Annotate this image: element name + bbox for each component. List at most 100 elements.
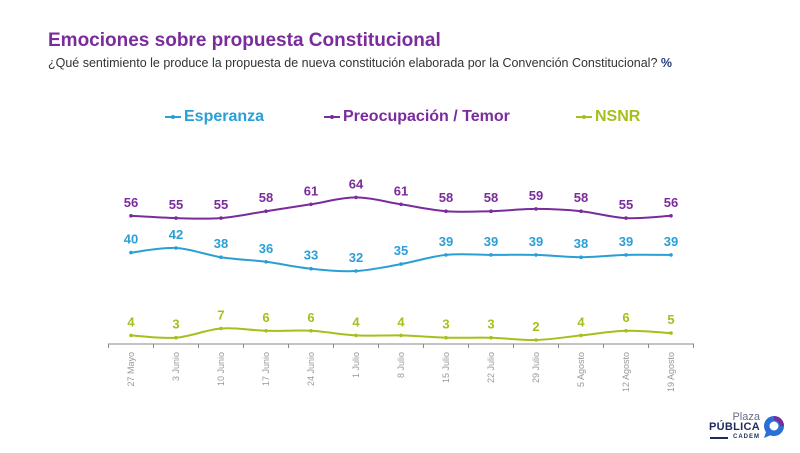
- data-label: 56: [664, 195, 678, 210]
- legend-label: Preocupación / Temor: [343, 108, 510, 125]
- data-point: [399, 202, 403, 207]
- data-label: 56: [124, 195, 138, 210]
- data-label: 5: [667, 312, 674, 327]
- data-point: [264, 209, 268, 213]
- data-point: [399, 333, 403, 338]
- data-label: 3: [442, 317, 449, 332]
- data-point: [444, 253, 448, 257]
- logo-text-plaza: Plaza: [732, 411, 760, 423]
- data-label: 58: [574, 190, 588, 205]
- legend-item-preocupacion[interactable]: Preocupación / Temor: [324, 108, 510, 126]
- x-tick-label: 12 Agosto: [621, 352, 631, 392]
- data-point: [219, 255, 223, 259]
- data-point: [579, 209, 583, 213]
- data-point: [264, 329, 268, 333]
- data-point: [399, 262, 403, 266]
- series-line-preocupaci-n-temor: [130, 196, 672, 220]
- data-point: [264, 260, 268, 264]
- data-point: [174, 216, 178, 220]
- data-label: 4: [397, 314, 405, 329]
- x-tick-label: 1 Julio: [351, 352, 361, 378]
- x-tick-label: 15 Julio: [441, 352, 451, 383]
- data-point: [444, 209, 448, 213]
- data-label: 38: [574, 236, 588, 251]
- x-tick-label: 17 Junio: [261, 352, 271, 386]
- data-label: 55: [169, 197, 183, 212]
- data-label: 39: [664, 234, 678, 249]
- data-point: [534, 253, 538, 257]
- data-point: [669, 331, 673, 335]
- data-label: 6: [622, 310, 629, 325]
- data-point: [624, 216, 628, 220]
- x-tick-label: 10 Junio: [216, 352, 226, 386]
- data-point: [309, 266, 313, 271]
- legend-marker-icon: [165, 114, 181, 119]
- logo-bar: [710, 437, 728, 439]
- legend: Esperanza Preocupación / Temor NSNR: [0, 108, 800, 132]
- x-tick-label: 8 Julio: [396, 352, 406, 378]
- x-tick-label: 27 Mayo: [126, 352, 136, 387]
- data-label: 32: [349, 250, 363, 265]
- data-label: 36: [259, 241, 273, 256]
- data-point: [669, 214, 673, 218]
- legend-label: Esperanza: [184, 108, 265, 125]
- data-label: 59: [529, 188, 543, 203]
- data-label: 4: [127, 314, 135, 329]
- data-label: 55: [619, 197, 633, 212]
- data-point: [129, 333, 133, 338]
- data-point: [354, 195, 358, 200]
- data-label: 7: [217, 308, 224, 323]
- x-tick-label: 22 Julio: [486, 352, 496, 383]
- data-point: [129, 250, 133, 255]
- data-label: 6: [262, 310, 269, 325]
- data-label: 38: [214, 236, 228, 251]
- logo-text-cadem: CADEM: [733, 434, 760, 440]
- data-label: 61: [394, 183, 408, 198]
- data-point: [624, 329, 628, 333]
- legend-item-esperanza[interactable]: Esperanza: [165, 108, 264, 126]
- data-label: 6: [307, 310, 314, 325]
- legend-item-nsnr[interactable]: NSNR: [576, 108, 640, 126]
- x-tick-label: 19 Agosto: [666, 352, 676, 392]
- data-label: 35: [394, 243, 408, 258]
- data-label: 4: [352, 314, 360, 329]
- data-label: 3: [172, 317, 179, 332]
- data-label: 55: [214, 197, 228, 212]
- x-tick-label: 5 Agosto: [576, 352, 586, 387]
- data-label: 4: [577, 314, 585, 329]
- data-label: 58: [439, 190, 453, 205]
- data-point: [174, 335, 178, 340]
- data-point: [354, 333, 358, 338]
- data-point: [129, 214, 133, 218]
- data-label: 39: [484, 234, 498, 249]
- unit-label: %: [660, 56, 673, 70]
- legend-label: NSNR: [595, 108, 641, 125]
- plaza-publica-cadem-logo: Plaza PÚBLICA CADEM: [708, 411, 788, 447]
- data-point: [219, 216, 223, 220]
- data-point: [309, 202, 313, 207]
- data-point: [534, 338, 538, 342]
- chart-title: Emociones sobre propuesta Constitucional: [48, 30, 441, 51]
- subtitle-text: ¿Qué sentimiento le produce la propuesta…: [48, 56, 658, 70]
- data-label: 40: [124, 232, 138, 247]
- data-label: 58: [259, 190, 273, 205]
- data-point: [219, 326, 223, 331]
- data-label: 64: [349, 176, 364, 191]
- data-point: [489, 209, 493, 213]
- data-point: [444, 335, 448, 340]
- data-label: 42: [169, 227, 183, 242]
- data-point: [579, 255, 583, 259]
- data-label: 61: [304, 183, 318, 198]
- x-tick-label: 29 Julio: [531, 352, 541, 383]
- data-label: 39: [529, 234, 543, 249]
- data-point: [489, 335, 493, 340]
- chart-subtitle: ¿Qué sentimiento le produce la propuesta…: [48, 56, 672, 70]
- data-point: [354, 269, 358, 273]
- data-point: [624, 253, 628, 257]
- data-point: [489, 253, 493, 257]
- speech-bubble-icon: [764, 416, 784, 438]
- data-label: 39: [439, 234, 453, 249]
- data-label: 58: [484, 190, 498, 205]
- x-tick-label: 24 Junio: [306, 352, 316, 386]
